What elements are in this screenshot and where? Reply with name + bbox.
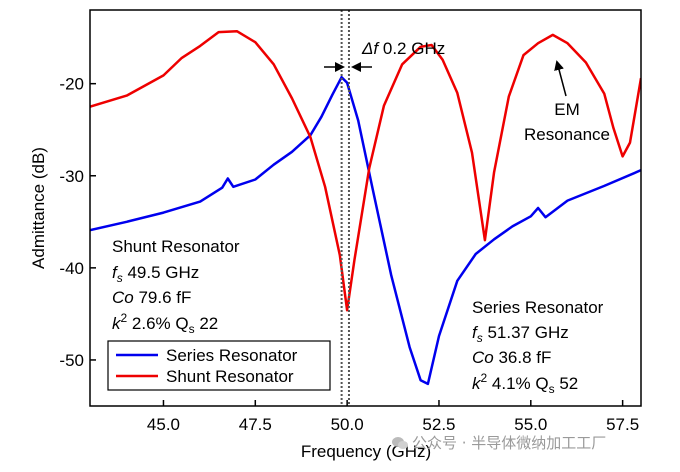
x-axis-ticks: 45.0 47.5 50.0 52.5 55.0 57.5 [147,400,639,434]
y-axis-title: Admittance (dB) [29,147,48,269]
x-tick-label: 47.5 [239,415,272,434]
series-k2-q: k2 4.1% Qs 52 [472,371,578,396]
plot-frame [89,9,642,407]
series-co: Co 36.8 fF [472,348,551,367]
shunt-params: Shunt Resonator fs 49.5 GHz Co 79.6 fF k… [112,237,240,336]
wechat-icon [392,436,408,450]
shunt-title: Shunt Resonator [112,237,240,256]
y-tick-label: -20 [59,75,84,94]
y-tick-label: -50 [59,351,84,370]
y-axis-ticks: -20 -30 -40 -50 [59,75,96,370]
frequency-markers [340,10,350,406]
series-line-shunt-resonator [90,29,641,312]
x-tick-label: 57.5 [606,415,639,434]
watermark: 公众号 · 半导体微纳加工工厂 [392,432,606,453]
legend-label-series: Series Resonator [166,346,298,365]
x-tick-label: 52.5 [422,415,455,434]
delta-f-annotation: Δf 0.2 GHz [324,39,445,72]
shunt-fs: fs 49.5 GHz [112,263,199,285]
y-tick-label: -40 [59,259,84,278]
x-tick-label: 45.0 [147,415,180,434]
legend-box [107,340,331,391]
watermark-text: 公众号 · 半导体微纳加工工厂 [412,434,607,452]
y-tick-label: -30 [59,167,84,186]
shunt-co: Co 79.6 fF [112,288,191,307]
em-resonance-annotation: EM Resonance [524,60,610,144]
series-fs: fs 51.37 GHz [472,323,569,345]
legend-label-shunt: Shunt Resonator [166,367,294,386]
x-tick-label: 50.0 [331,415,364,434]
em-label-line2: Resonance [524,125,610,144]
series-title: Series Resonator [472,298,604,317]
em-resonance-arrow [554,60,567,97]
shunt-k2-q: k2 2.6% Qs 22 [112,311,218,336]
series-line-series-resonator [90,75,641,386]
x-tick-label: 55.0 [514,415,547,434]
legend: Series Resonator Shunt Resonator [107,340,331,391]
series-params: Series Resonator fs 51.37 GHz Co 36.8 fF… [472,298,604,396]
series-lines [90,29,641,386]
em-label-line1: EM [554,100,580,119]
delta-f-label: Δf 0.2 GHz [361,39,445,58]
